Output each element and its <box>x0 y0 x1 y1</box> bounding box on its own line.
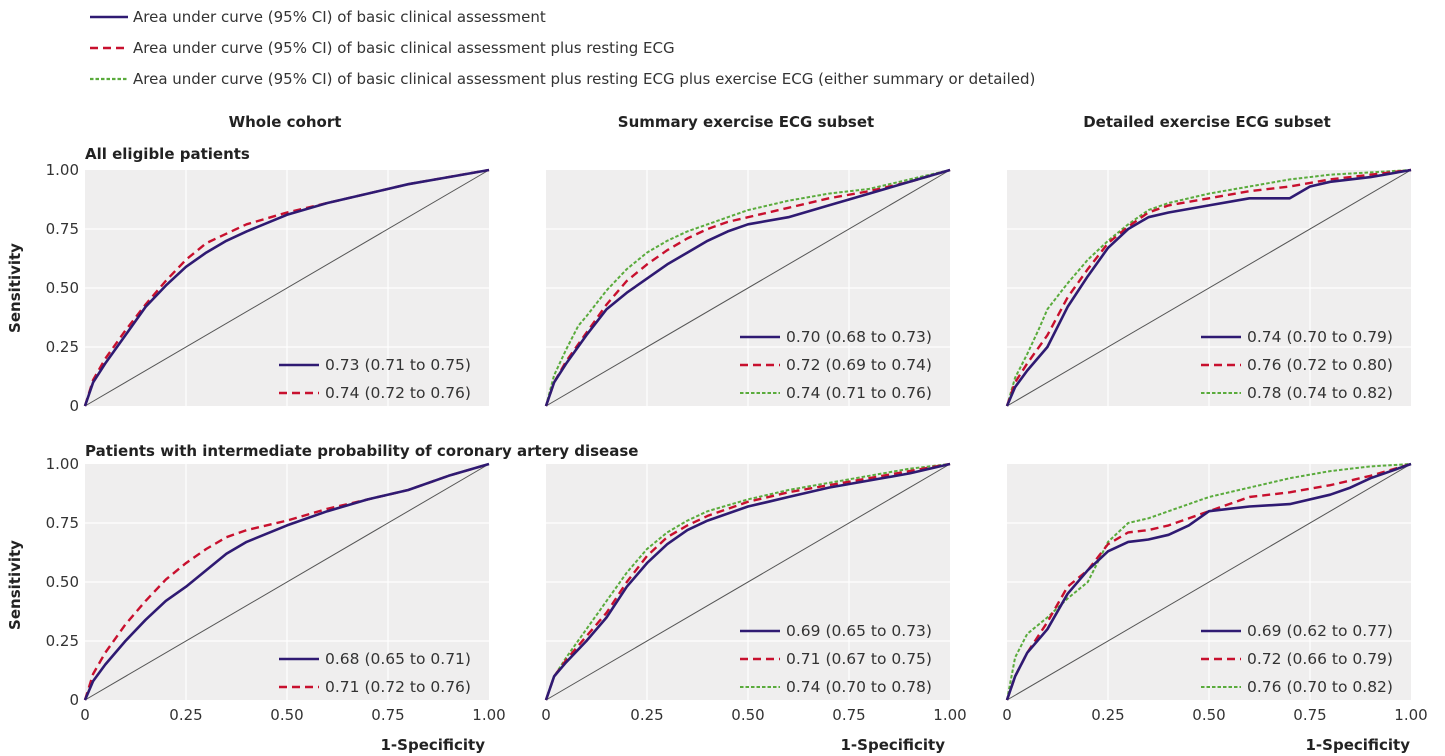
auc-legend-label-exercise: 0.74 (0.70 to 0.78) <box>786 678 932 696</box>
roc-curve-basic <box>544 462 951 701</box>
y-tick-label: 0 <box>69 397 79 415</box>
roc-curve-basic <box>83 168 490 407</box>
x-tick-label: 1.00 <box>472 706 505 724</box>
y-tick-label: 0.50 <box>46 573 79 591</box>
x-tick-label: 0.25 <box>169 706 202 724</box>
y-tick-label: 0 <box>69 691 79 709</box>
auc-legend-label-resting: 0.76 (0.72 to 0.80) <box>1247 356 1393 374</box>
roc-curve-basic <box>1005 168 1412 407</box>
reference-diagonal <box>545 463 951 701</box>
roc-curve-resting <box>83 462 490 701</box>
x-axis-label-col1: 1-Specificity <box>380 736 485 754</box>
x-axis-label-col2: 1-Specificity <box>840 736 945 754</box>
x-tick-label: 0.25 <box>1091 706 1124 724</box>
legend-label-exercise: Area under curve (95% CI) of basic clini… <box>133 70 1035 88</box>
row-title-all-eligible: All eligible patients <box>85 145 250 163</box>
column-title-summary-subset: Summary exercise ECG subset <box>618 113 874 131</box>
legend: Area under curve (95% CI) of basic clini… <box>90 8 1035 88</box>
x-tick-label: 0 <box>1002 706 1012 724</box>
reference-diagonal <box>1006 169 1412 407</box>
column-title-detailed-subset: Detailed exercise ECG subset <box>1083 113 1331 131</box>
roc-curve-resting <box>544 462 951 701</box>
roc-curve-basic <box>1005 462 1412 701</box>
auc-legend-label-resting: 0.71 (0.72 to 0.76) <box>325 678 471 696</box>
x-tick-label: 1.00 <box>1394 706 1427 724</box>
auc-legend-label-exercise: 0.76 (0.70 to 0.82) <box>1247 678 1393 696</box>
roc-panel-1-1: 0.73 (0.71 to 0.75) 0.74 (0.72 to 0.76) 0 0… <box>46 161 490 415</box>
roc-curve-exercise <box>1006 169 1412 407</box>
roc-panel-2-2: 0.69 (0.65 to 0.73) 0.71 (0.67 to 0.75) 0.… <box>541 462 967 724</box>
auc-legend-label-exercise: 0.78 (0.74 to 0.82) <box>1247 384 1393 402</box>
y-tick-label: 0.25 <box>46 632 79 650</box>
y-tick-label: 1.00 <box>46 455 79 473</box>
reference-diagonal <box>545 169 951 407</box>
roc-curve-resting <box>1005 462 1412 701</box>
y-axis-label-bottom: Sensitivity <box>6 540 24 630</box>
column-title-whole-cohort: Whole cohort <box>229 113 342 131</box>
roc-panel-1-3: 0.74 (0.70 to 0.79) 0.76 (0.72 to 0.80) 0.… <box>1005 168 1412 407</box>
legend-label-resting: Area under curve (95% CI) of basic clini… <box>133 39 675 57</box>
y-tick-label: 0.25 <box>46 338 79 356</box>
auc-legend-label-basic: 0.69 (0.62 to 0.77) <box>1247 622 1393 640</box>
roc-curve-resting <box>1005 168 1412 407</box>
reference-diagonal <box>1006 463 1412 701</box>
x-tick-label: 0 <box>541 706 551 724</box>
x-tick-label: 0.75 <box>371 706 404 724</box>
auc-legend-label-resting: 0.72 (0.69 to 0.74) <box>786 356 932 374</box>
legend-label-basic: Area under curve (95% CI) of basic clini… <box>133 8 546 26</box>
reference-diagonal <box>84 169 490 407</box>
y-tick-label: 0.75 <box>46 220 79 238</box>
auc-legend-label-exercise: 0.74 (0.71 to 0.76) <box>786 384 932 402</box>
roc-curve-exercise <box>1006 463 1412 701</box>
x-tick-label: 0.75 <box>1293 706 1326 724</box>
roc-panel-1-2: 0.70 (0.68 to 0.73) 0.72 (0.69 to 0.74) 0.… <box>544 168 951 407</box>
x-tick-label: 0.50 <box>1192 706 1225 724</box>
roc-panel-2-3: 0.69 (0.62 to 0.77) 0.72 (0.66 to 0.79) 0.… <box>1002 462 1428 724</box>
y-tick-label: 1.00 <box>46 161 79 179</box>
roc-curve-resting <box>544 168 951 407</box>
x-axis-label-col3: 1-Specificity <box>1305 736 1410 754</box>
auc-legend-label-basic: 0.73 (0.71 to 0.75) <box>325 356 471 374</box>
roc-curve-basic <box>544 168 951 407</box>
auc-legend-label-basic: 0.68 (0.65 to 0.71) <box>325 650 471 668</box>
panels: 0.73 (0.71 to 0.75)0.74 (0.72 to 0.76)00… <box>46 161 1428 724</box>
y-tick-label: 0.75 <box>46 514 79 532</box>
y-axis-label-top: Sensitivity <box>6 243 24 333</box>
reference-diagonal <box>84 463 490 701</box>
auc-legend-label-resting: 0.71 (0.67 to 0.75) <box>786 650 932 668</box>
x-tick-label: 0.75 <box>832 706 865 724</box>
auc-legend-label-basic: 0.70 (0.68 to 0.73) <box>786 328 932 346</box>
x-tick-label: 1.00 <box>933 706 966 724</box>
auc-legend-label-resting: 0.72 (0.66 to 0.79) <box>1247 650 1393 668</box>
x-tick-label: 0.50 <box>731 706 764 724</box>
row-title-intermediate: Patients with intermediate probability o… <box>85 442 638 460</box>
x-tick-label: 0 <box>80 706 90 724</box>
auc-legend-label-basic: 0.69 (0.65 to 0.73) <box>786 622 932 640</box>
roc-curve-exercise <box>545 463 951 701</box>
y-tick-label: 0.50 <box>46 279 79 297</box>
x-tick-label: 0.25 <box>630 706 663 724</box>
auc-legend-label-basic: 0.74 (0.70 to 0.79) <box>1247 328 1393 346</box>
roc-panel-2-1: 0.68 (0.65 to 0.71)0.71 (0.72 to 0.76)00… <box>46 455 506 724</box>
roc-curve-basic <box>83 462 490 701</box>
roc-curve-exercise <box>545 169 951 407</box>
auc-legend-label-resting: 0.74 (0.72 to 0.76) <box>325 384 471 402</box>
x-tick-label: 0.50 <box>270 706 303 724</box>
